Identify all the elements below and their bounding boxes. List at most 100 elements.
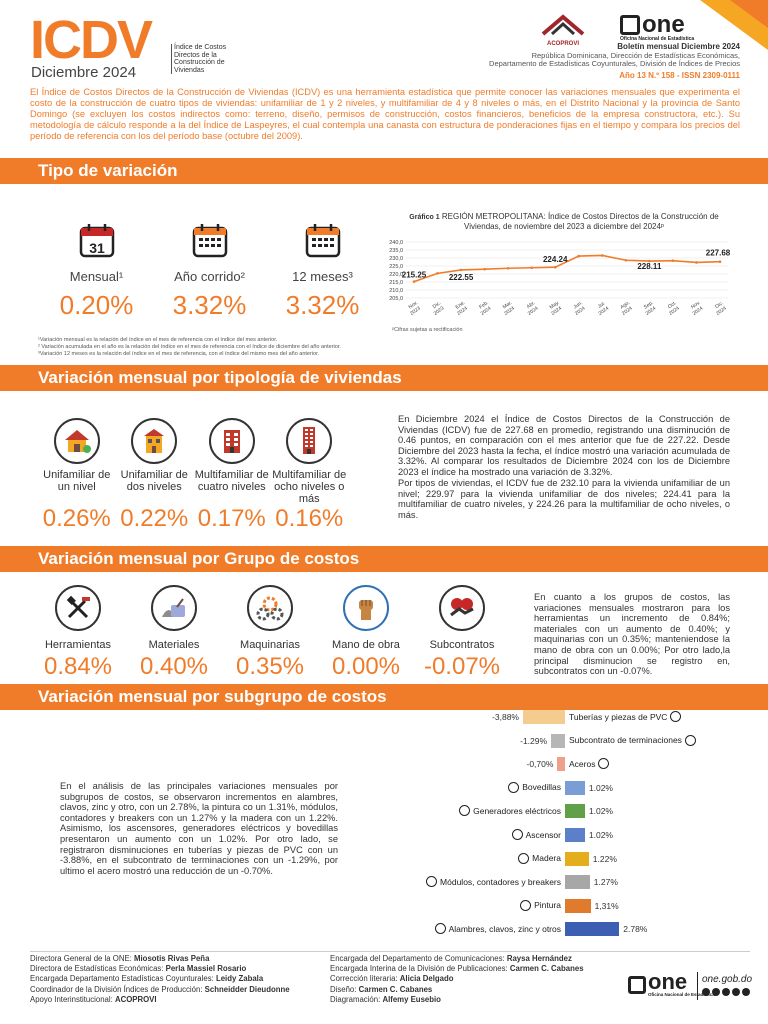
y-tick-label: 210,0 xyxy=(389,288,403,294)
bar-row: -1.29% Subcontrato de terminaciones xyxy=(360,732,740,750)
subgroup-icon xyxy=(520,899,532,911)
bar-value: 1.22% xyxy=(592,853,617,864)
typology-grid: Unifamiliar de un nivel 0.26% Unifamilia… xyxy=(38,418,348,533)
org-line-1: República Dominicana, Dirección de Estad… xyxy=(531,51,740,60)
subgroup-icon xyxy=(508,781,520,793)
bar-label: Pintura xyxy=(520,899,561,911)
credits-divider xyxy=(30,951,750,952)
bar-row: 1.02% Bovedillas xyxy=(360,779,740,797)
x-tick-year: 2024 xyxy=(527,305,540,316)
one-logo-text: one xyxy=(642,11,685,38)
x-tick-label: Jul. xyxy=(597,300,607,309)
calendar-31-icon: 31 xyxy=(79,224,114,258)
footer-one-logo: one Oficina Nacional de Estadística xyxy=(628,971,715,997)
data-point xyxy=(601,254,604,257)
calendar-icon xyxy=(192,224,227,258)
intro-paragraph: El Índice de Costos Directos de la Const… xyxy=(30,87,740,141)
cost-group-value: 0.40% xyxy=(139,653,209,680)
x-tick-year: 2024 xyxy=(692,305,705,316)
x-tick-year: 2024 xyxy=(645,305,658,316)
linkedin-icon[interactable] xyxy=(742,988,750,996)
x-tick-year: 2024 xyxy=(503,305,516,316)
credit-line: Coordinador de la División Índices de Pr… xyxy=(30,984,290,994)
calendar-icon xyxy=(305,224,340,258)
bar xyxy=(565,780,585,795)
house-one-level-icon xyxy=(53,418,100,464)
bar-row: 1.22% Madera xyxy=(360,850,740,868)
y-tick-label: 205,0 xyxy=(389,296,403,302)
variation-label: Año corrido² xyxy=(174,269,245,284)
bulletin-title: Boletín mensual Diciembre 2024 xyxy=(617,42,740,51)
cost-group-item: Maquinarias 0.35% xyxy=(222,585,318,681)
bar-label: Madera xyxy=(518,852,561,864)
cost-group-label: Subcontratos xyxy=(429,639,495,651)
variation-types: 31 Mensual¹ 0.20% Año corrido² 3.32% 12 … xyxy=(40,222,380,321)
bar xyxy=(565,804,585,819)
credit-line: Diagramación: Alfemy Eusebio xyxy=(330,994,441,1004)
bar-row: -0,70% Aceros xyxy=(360,755,740,773)
instagram-icon[interactable] xyxy=(722,988,730,996)
x-tick-year: 2024 xyxy=(621,305,634,316)
logo-text: ICDV xyxy=(30,10,153,70)
typology-label: Unifamiliar de un nivel xyxy=(43,469,111,493)
series-line xyxy=(413,254,721,283)
x-tick-label: Abr. xyxy=(526,300,537,310)
section-tipologia: Variación mensual por tipología de vivie… xyxy=(0,365,768,391)
youtube-icon[interactable] xyxy=(732,988,740,996)
subcontract-handshake-icon xyxy=(439,585,485,631)
chart-note: ᵖCifras sujetas a rectificación xyxy=(392,327,463,333)
data-label: 228.11 xyxy=(637,262,662,271)
building-eight-levels-icon xyxy=(286,418,333,464)
facebook-icon[interactable] xyxy=(702,988,710,996)
website-link[interactable]: one.gob.do xyxy=(702,974,753,985)
subgroup-bar-chart: -3,88% Tuberías y piezas de PVC -1.29% Subc… xyxy=(360,708,740,940)
section-grupo-costos: Variación mensual por Grupo de costos xyxy=(0,546,768,572)
x-tick-label: Mar. xyxy=(502,300,513,310)
cost-group-label: Herramientas xyxy=(44,639,112,651)
credit-line: Encargada Departamento Estadísticas Coyu… xyxy=(30,974,264,984)
x-tick-year: 2024 xyxy=(715,305,728,316)
data-point xyxy=(648,259,651,263)
one-mark-icon xyxy=(620,15,640,35)
bar-value: 1.02% xyxy=(588,830,613,840)
cost-group-value: 0.35% xyxy=(235,653,305,680)
chart-title: Gráfico 1 REGIÓN METROPOLITANA: Índice d… xyxy=(398,212,730,231)
cost-group-value: 0.00% xyxy=(331,653,401,680)
line-chart: 205,0 210,0 215,0 220,0 225,0 230,0 235,0 240,0… xyxy=(389,240,731,317)
x-tick-year: 2024 xyxy=(480,305,493,316)
subgroup-icon xyxy=(684,734,696,746)
data-point xyxy=(412,280,416,283)
data-point xyxy=(553,265,557,269)
house-two-levels-icon xyxy=(131,418,178,464)
section-tipo-variacion: Tipo de variación xyxy=(0,158,768,184)
variation-ano-corrido: Año corrido² 3.32% xyxy=(153,222,266,321)
x-tick-label: Dic. xyxy=(714,300,725,310)
credit-line: Directora General de la ONE: Miosotis Ri… xyxy=(30,954,210,963)
variation-mensual: 31 Mensual¹ 0.20% xyxy=(40,222,153,321)
subgroup-icon xyxy=(426,876,438,888)
data-point xyxy=(506,266,510,270)
subgroup-icon xyxy=(511,829,523,840)
bulletin-date: Diciembre 2024 xyxy=(31,64,137,81)
credits-right: Encargada del Departamento de Comunicaci… xyxy=(330,954,584,1005)
twitter-icon[interactable] xyxy=(712,988,720,996)
bar-value: -1.29% xyxy=(520,735,548,746)
bar xyxy=(523,710,565,724)
org-line-2: Departamento de Estadísticas Coyunturale… xyxy=(489,59,740,68)
corner-triangle xyxy=(700,0,768,50)
chart-title-text: REGIÓN METROPOLITANA: Índice de Costos D… xyxy=(441,212,719,231)
bar-row: 1.27% Módulos, contadores y breakers xyxy=(360,873,740,891)
x-tick-year: 2024 xyxy=(574,305,587,316)
x-tick-label: Ene. xyxy=(455,300,467,311)
bar-row: 2.78% Alambres, clavos, zinc y otros xyxy=(360,920,740,938)
machinery-icon xyxy=(247,585,293,631)
tools-icon xyxy=(55,585,101,631)
social-icons xyxy=(702,988,750,996)
data-label: 227.68 xyxy=(706,249,731,258)
issn: Año 13 N.º 158 - ISSN 2309-0111 xyxy=(619,71,740,80)
typology-label: Unifamiliar de dos niveles xyxy=(120,469,188,493)
credit-line: Apoyo Interinstitucional: ACOPROVI xyxy=(30,994,157,1004)
bar-label: Ascensor xyxy=(511,829,561,840)
bar xyxy=(565,851,589,866)
note: ³Variación 12 meses es la relación del í… xyxy=(38,350,320,357)
